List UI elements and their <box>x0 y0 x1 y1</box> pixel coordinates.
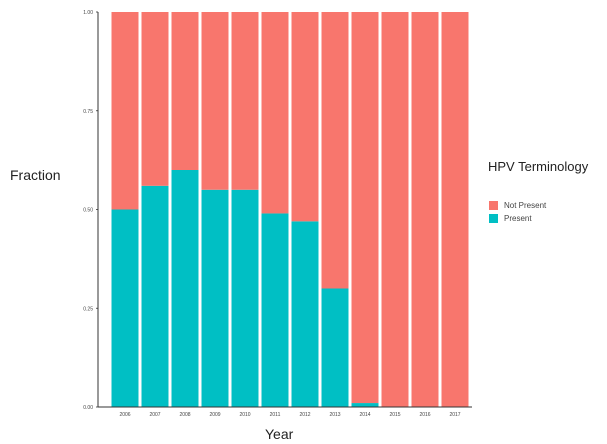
bar-present-2006 <box>111 209 139 407</box>
bar-not-present-2014 <box>351 12 379 404</box>
bar-present-2010 <box>231 189 259 407</box>
y-tick-label-0.25: 0.25 <box>83 306 93 312</box>
bar-present-2012 <box>291 221 319 407</box>
legend-swatch-present <box>489 214 498 223</box>
bar-not-present-2017 <box>441 12 469 407</box>
y-axis-title: Fraction <box>10 167 61 183</box>
bar-present-2009 <box>201 189 229 407</box>
x-tick-label-2008: 2008 <box>179 412 190 418</box>
bar-present-2013 <box>321 288 349 407</box>
bar-present-2007 <box>141 185 169 407</box>
legend: HPV Terminology Not Present Present <box>488 159 589 223</box>
bar-present-2014 <box>351 403 379 407</box>
x-axis-title: Year <box>265 426 294 442</box>
bar-present-2011 <box>261 213 289 407</box>
bar-not-present-2009 <box>201 12 229 190</box>
x-tick-label-2011: 2011 <box>270 412 281 418</box>
bar-not-present-2006 <box>111 12 139 210</box>
x-tick-label-2014: 2014 <box>359 412 370 418</box>
x-tick-label-2009: 2009 <box>209 412 220 418</box>
bar-not-present-2016 <box>411 12 439 407</box>
x-tick-label-2017: 2017 <box>449 412 460 418</box>
bar-not-present-2015 <box>381 12 409 407</box>
y-tick-label-0.00: 0.00 <box>83 405 93 411</box>
x-tick-label-2016: 2016 <box>419 412 430 418</box>
bar-present-2008 <box>171 170 199 407</box>
bar-not-present-2010 <box>231 12 259 190</box>
x-ticks-group: 2006 2007 2008 2009 2010 2011 2012 2013 2014 2015… <box>119 412 460 418</box>
legend-label-not-present: Not Present <box>504 201 547 210</box>
bar-not-present-2012 <box>291 12 319 222</box>
x-tick-label-2010: 2010 <box>239 412 250 418</box>
legend-swatch-not-present <box>489 201 498 210</box>
y-ticks-group: 0.00 0.25 0.50 0.75 1.00 <box>83 10 98 411</box>
x-tick-label-2012: 2012 <box>299 412 310 418</box>
bar-not-present-2008 <box>171 12 199 170</box>
y-tick-label-0.50: 0.50 <box>83 208 93 214</box>
x-tick-label-2013: 2013 <box>329 412 340 418</box>
y-tick-label-0.75: 0.75 <box>83 109 93 115</box>
bars-group <box>111 12 469 407</box>
bar-not-present-2013 <box>321 12 349 289</box>
x-tick-label-2015: 2015 <box>389 412 400 418</box>
bar-not-present-2007 <box>141 12 169 186</box>
bar-not-present-2011 <box>261 12 289 214</box>
legend-label-present: Present <box>504 214 532 223</box>
x-tick-label-2006: 2006 <box>119 412 130 418</box>
x-tick-label-2007: 2007 <box>149 412 160 418</box>
y-tick-label-1.00: 1.00 <box>83 10 93 16</box>
legend-title: HPV Terminology <box>488 159 589 174</box>
